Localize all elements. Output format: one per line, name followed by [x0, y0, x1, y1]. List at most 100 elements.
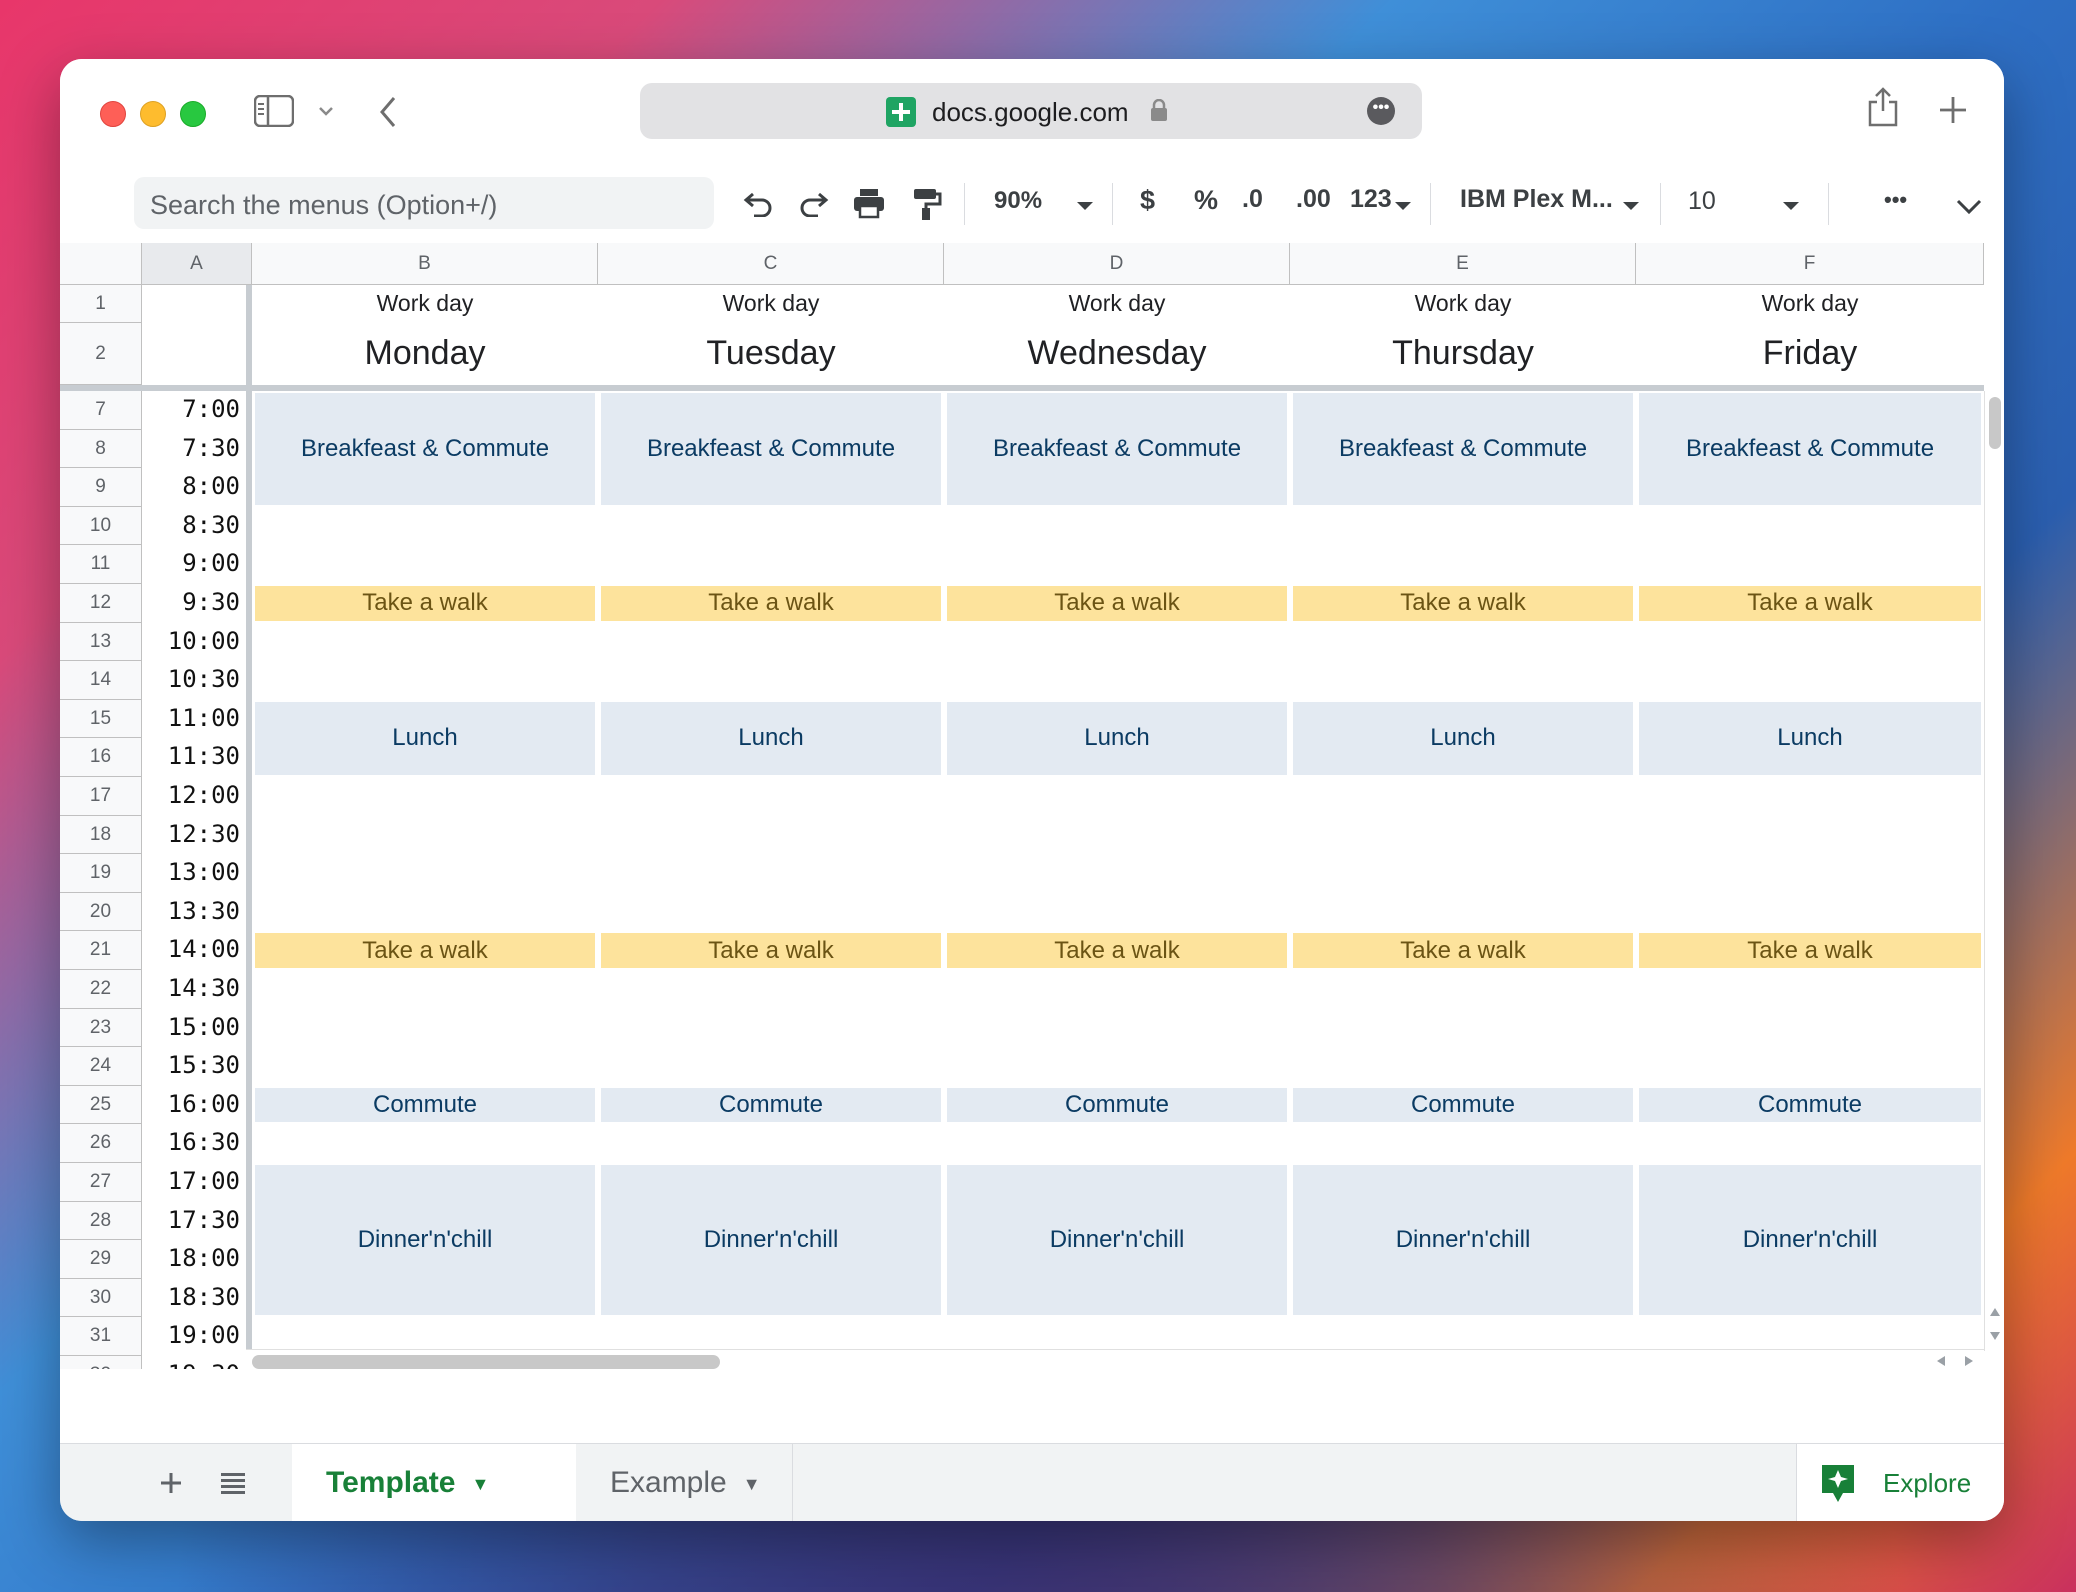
time-cell[interactable]: 9:00 — [182, 549, 240, 578]
scroll-down-icon[interactable] — [1989, 1331, 2001, 1341]
time-cell[interactable]: 8:00 — [182, 472, 240, 501]
print-icon[interactable] — [852, 187, 886, 219]
frozen-rows-divider[interactable] — [60, 385, 1984, 391]
column-header-f[interactable]: F — [1636, 243, 1984, 285]
event-block[interactable]: Lunch — [947, 701, 1287, 775]
event-block[interactable]: Dinner'n'chill — [1293, 1165, 1633, 1316]
collapse-toolbar-icon[interactable] — [1956, 199, 1982, 215]
event-block[interactable]: Take a walk — [255, 933, 595, 968]
page-options-icon[interactable]: ••• — [1367, 97, 1395, 125]
row-header[interactable]: 14 — [60, 661, 142, 700]
row-header[interactable]: 8 — [60, 429, 142, 469]
event-block[interactable]: Take a walk — [1639, 933, 1981, 968]
zoom-window-button[interactable] — [180, 101, 206, 127]
all-sheets-icon[interactable] — [220, 1472, 246, 1494]
decrease-decimals-button[interactable]: .0 — [1242, 185, 1263, 213]
time-cell[interactable]: 10:30 — [167, 665, 240, 694]
column-header-a[interactable]: A — [142, 243, 252, 285]
event-block[interactable]: Breakfeast & Commute — [1293, 393, 1633, 505]
font-size-select[interactable]: 10 — [1688, 187, 1716, 215]
row-header[interactable]: 29 — [60, 1240, 142, 1279]
row-header[interactable]: 21 — [60, 931, 142, 970]
event-block[interactable]: Lunch — [1639, 701, 1981, 775]
number-format-button[interactable]: 123 — [1350, 185, 1392, 213]
event-block[interactable]: Take a walk — [1293, 933, 1633, 968]
add-sheet-icon[interactable] — [160, 1472, 182, 1494]
row-header[interactable]: 7 — [60, 391, 142, 430]
row-header[interactable]: 19 — [60, 854, 142, 893]
scroll-left-icon[interactable] — [1936, 1355, 1946, 1367]
row-header[interactable]: 16 — [60, 738, 142, 777]
event-block[interactable]: Commute — [1639, 1087, 1981, 1123]
row-header[interactable]: 2 — [60, 323, 142, 385]
column-header-e[interactable]: E — [1290, 243, 1636, 285]
event-block[interactable]: Breakfeast & Commute — [601, 393, 941, 505]
event-block[interactable]: Dinner'n'chill — [947, 1165, 1287, 1316]
frozen-columns-divider[interactable] — [246, 243, 252, 1369]
row-header[interactable]: 31 — [60, 1317, 142, 1356]
column-header-d[interactable]: D — [944, 243, 1290, 285]
event-block[interactable]: Take a walk — [1639, 586, 1981, 621]
event-block[interactable]: Breakfeast & Commute — [1639, 393, 1981, 505]
new-tab-icon[interactable] — [1938, 95, 1968, 125]
time-cell[interactable]: 16:00 — [167, 1089, 240, 1118]
time-cell[interactable]: 19:30 — [142, 1360, 246, 1369]
row-header[interactable]: 24 — [60, 1047, 142, 1086]
event-block[interactable]: Take a walk — [601, 586, 941, 621]
number-format-dropdown-icon[interactable] — [1394, 201, 1412, 211]
row-header[interactable]: 18 — [60, 815, 142, 855]
event-block[interactable]: Commute — [947, 1087, 1287, 1123]
spreadsheet-grid[interactable]: A B C D E F 1 2 Work day Monday Work day Tuesday Wor… — [60, 243, 2004, 1369]
row-header[interactable]: 1 — [60, 285, 142, 323]
share-icon[interactable] — [1866, 85, 1900, 127]
minimize-window-button[interactable] — [140, 101, 166, 127]
select-all-corner[interactable] — [60, 243, 142, 285]
time-cell[interactable]: 7:00 — [182, 395, 240, 423]
vertical-scrollbar[interactable] — [1984, 391, 2004, 1351]
address-bar[interactable]: docs.google.com ••• — [640, 83, 1422, 139]
zoom-dropdown-icon[interactable] — [1076, 201, 1094, 211]
row-header[interactable]: 12 — [60, 584, 142, 623]
horizontal-scrollbar[interactable] — [246, 1349, 1984, 1369]
row-header[interactable]: 23 — [60, 1008, 142, 1048]
back-arrow-icon[interactable] — [378, 95, 398, 129]
time-cell[interactable]: 13:30 — [167, 896, 240, 925]
time-cell[interactable]: 15:30 — [167, 1051, 240, 1080]
event-block[interactable]: Lunch — [1293, 701, 1633, 775]
undo-icon[interactable] — [740, 191, 774, 217]
time-cell[interactable]: 17:00 — [167, 1167, 240, 1195]
event-block[interactable]: Take a walk — [1293, 586, 1633, 621]
event-block[interactable]: Breakfeast & Commute — [255, 393, 595, 505]
zoom-select[interactable]: 90% — [994, 187, 1043, 214]
row-header[interactable]: 9 — [60, 468, 142, 507]
event-block[interactable]: Commute — [1293, 1087, 1633, 1123]
time-cell[interactable]: 14:00 — [167, 935, 240, 964]
font-size-dropdown-icon[interactable] — [1782, 201, 1800, 211]
increase-decimals-button[interactable]: .00 — [1296, 185, 1331, 213]
event-block[interactable]: Commute — [255, 1087, 595, 1123]
row-header[interactable]: 10 — [60, 506, 142, 546]
event-block[interactable]: Take a walk — [255, 586, 595, 621]
event-block[interactable]: Take a walk — [947, 933, 1287, 968]
event-block[interactable]: Dinner'n'chill — [1639, 1165, 1981, 1316]
row-header[interactable]: 30 — [60, 1278, 142, 1318]
font-dropdown-icon[interactable] — [1622, 201, 1640, 211]
event-block[interactable]: Take a walk — [601, 933, 941, 968]
chevron-down-icon[interactable] — [318, 105, 334, 117]
sheet-tab-menu-icon[interactable]: ▼ — [471, 1474, 490, 1495]
paint-format-icon[interactable] — [912, 187, 942, 221]
row-header[interactable]: 20 — [60, 892, 142, 932]
explore-button[interactable]: Explore — [1796, 1444, 2004, 1521]
font-family-select[interactable]: IBM Plex M... — [1460, 185, 1613, 213]
search-menus-input[interactable]: Search the menus (Option+/) — [134, 177, 714, 229]
redo-icon[interactable] — [798, 191, 832, 217]
sheet-tab-menu-icon[interactable]: ▼ — [742, 1474, 761, 1495]
time-cell[interactable]: 18:30 — [167, 1282, 240, 1311]
column-header-b[interactable]: B — [252, 243, 598, 285]
currency-format-button[interactable]: $ — [1140, 185, 1156, 215]
event-block[interactable]: Commute — [601, 1087, 941, 1123]
row-header[interactable]: 22 — [60, 970, 142, 1009]
row-header[interactable]: 11 — [60, 545, 142, 584]
time-cell[interactable]: 11:30 — [167, 742, 240, 771]
time-cell[interactable]: 12:30 — [167, 819, 240, 848]
